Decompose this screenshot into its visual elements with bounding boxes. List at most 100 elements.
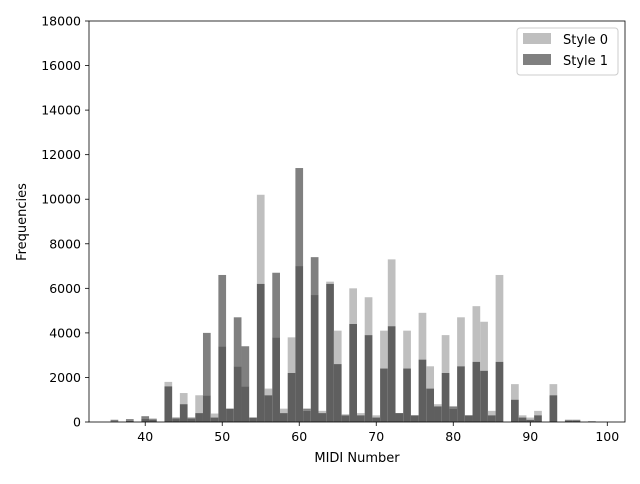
bar-overlap-58 bbox=[279, 413, 288, 422]
bar-overlap-91 bbox=[534, 415, 542, 422]
bar-style-1-36 bbox=[110, 419, 119, 422]
bar-style-0-79 bbox=[441, 335, 450, 373]
bar-overlap-41 bbox=[149, 419, 157, 422]
bar-style-0-77 bbox=[426, 366, 435, 389]
bar-style-1-44 bbox=[172, 417, 180, 419]
bar-overlap-46 bbox=[187, 418, 196, 422]
bar-overlap-73 bbox=[395, 413, 404, 422]
bar-overlap-66 bbox=[341, 415, 350, 422]
bar-overlap-38 bbox=[125, 420, 134, 422]
legend-swatch-style-1 bbox=[523, 54, 551, 65]
bar-overlap-90 bbox=[526, 419, 535, 422]
bar-style-0-78 bbox=[434, 404, 442, 407]
bar-overlap-95 bbox=[564, 420, 573, 422]
bar-overlap-64 bbox=[326, 283, 334, 422]
y-tick-label: 8000 bbox=[49, 236, 81, 251]
bar-overlap-72 bbox=[387, 326, 396, 422]
bar-overlap-57 bbox=[272, 337, 280, 422]
bar-style-0-56 bbox=[264, 388, 273, 396]
bar-style-0-71 bbox=[380, 330, 388, 369]
legend-label-style-1: Style 1 bbox=[563, 54, 608, 69]
bar-overlap-79 bbox=[441, 372, 450, 422]
bar-style-0-66 bbox=[341, 414, 350, 416]
axes-frame bbox=[88, 20, 626, 423]
bar-style-0-68 bbox=[357, 413, 365, 416]
bar-overlap-59 bbox=[287, 372, 296, 422]
y-tick-label: 0 bbox=[73, 415, 81, 430]
y-tick-label: 16000 bbox=[41, 58, 81, 73]
y-tick-label: 12000 bbox=[41, 147, 81, 162]
bar-overlap-69 bbox=[364, 335, 373, 422]
bar-overlap-51 bbox=[226, 408, 234, 422]
bar-overlap-80 bbox=[449, 408, 458, 422]
bar-overlap-52 bbox=[233, 366, 242, 422]
y-tick-label: 2000 bbox=[49, 370, 81, 385]
bar-overlap-96 bbox=[572, 420, 581, 422]
bar-overlap-60 bbox=[295, 266, 304, 422]
bar-style-0-81 bbox=[457, 317, 465, 367]
bar-overlap-43 bbox=[164, 386, 173, 422]
bar-overlap-65 bbox=[333, 364, 342, 422]
bar-style-0-49 bbox=[210, 413, 219, 418]
bar-style-1-48 bbox=[202, 332, 211, 396]
bar-style-0-74 bbox=[403, 330, 411, 369]
bar-style-1-50 bbox=[218, 274, 227, 347]
bar-overlap-54 bbox=[249, 417, 257, 422]
bar-style-0-86 bbox=[495, 274, 504, 362]
y-ticks: 0 2000 4000 6000 8000 10000 12000 14000 16000 180… bbox=[41, 14, 89, 430]
bar-style-0-69 bbox=[364, 297, 373, 336]
x-tick-label: 90 bbox=[522, 429, 538, 444]
bar-overlap-67 bbox=[349, 323, 357, 422]
bar-overlap-61 bbox=[303, 410, 311, 422]
bar-overlap-76 bbox=[418, 359, 427, 422]
bar-overlap-71 bbox=[380, 368, 388, 422]
x-ticks: 40 50 60 70 80 90 100 bbox=[137, 422, 619, 444]
bar-overlap-56 bbox=[264, 395, 273, 422]
bar-overlap-45 bbox=[179, 404, 188, 422]
y-tick-label: 4000 bbox=[49, 325, 81, 340]
legend-label-style-0: Style 0 bbox=[563, 33, 608, 48]
bar-style-1-62 bbox=[310, 257, 319, 296]
bar-overlap-75 bbox=[410, 415, 419, 422]
legend: Style 0 Style 1 bbox=[516, 27, 619, 76]
bar-style-0-64 bbox=[326, 281, 334, 284]
y-axis-label: Frequencies bbox=[15, 183, 30, 261]
bar-style-0-88 bbox=[511, 384, 519, 400]
bar-style-0-59 bbox=[287, 337, 296, 373]
bar-overlap-82 bbox=[464, 415, 473, 422]
bar-style-1-41 bbox=[149, 418, 157, 420]
x-tick-label: 40 bbox=[137, 429, 153, 444]
bar-overlap-77 bbox=[426, 388, 435, 422]
bar-overlap-48 bbox=[202, 395, 211, 422]
bar-style-0-84 bbox=[480, 321, 488, 371]
bar-style-0-63 bbox=[318, 410, 327, 414]
bar-overlap-83 bbox=[472, 361, 481, 422]
bar-overlap-49 bbox=[210, 417, 219, 422]
bar-style-0-58 bbox=[279, 408, 288, 414]
bar-style-0-47 bbox=[195, 395, 203, 414]
bar-style-1-60 bbox=[295, 168, 304, 267]
bar-style-1-61 bbox=[303, 408, 311, 411]
x-tick-label: 50 bbox=[214, 429, 230, 444]
bar-style-0-70 bbox=[372, 415, 381, 418]
bar-style-0-43 bbox=[164, 381, 173, 387]
bar-style-1-52 bbox=[233, 317, 242, 367]
bar-style-0-85 bbox=[487, 410, 496, 416]
bar-style-0-67 bbox=[349, 288, 357, 324]
bar-style-1-96 bbox=[572, 419, 581, 421]
bar-overlap-44 bbox=[172, 418, 180, 422]
bar-style-0-90 bbox=[526, 417, 535, 420]
bar-style-1-95 bbox=[564, 419, 573, 421]
bar-overlap-74 bbox=[403, 368, 411, 422]
bar-style-0-91 bbox=[534, 410, 542, 416]
y-tick-label: 6000 bbox=[49, 281, 81, 296]
x-axis-label: MIDI Number bbox=[314, 451, 400, 466]
bar-style-1-46 bbox=[187, 417, 196, 419]
bar-overlap-55 bbox=[256, 283, 265, 422]
bar-overlap-40 bbox=[141, 418, 150, 422]
bar-style-1-38 bbox=[125, 419, 134, 421]
bar-overlap-50 bbox=[218, 346, 227, 422]
bar-style-0-76 bbox=[418, 312, 427, 360]
